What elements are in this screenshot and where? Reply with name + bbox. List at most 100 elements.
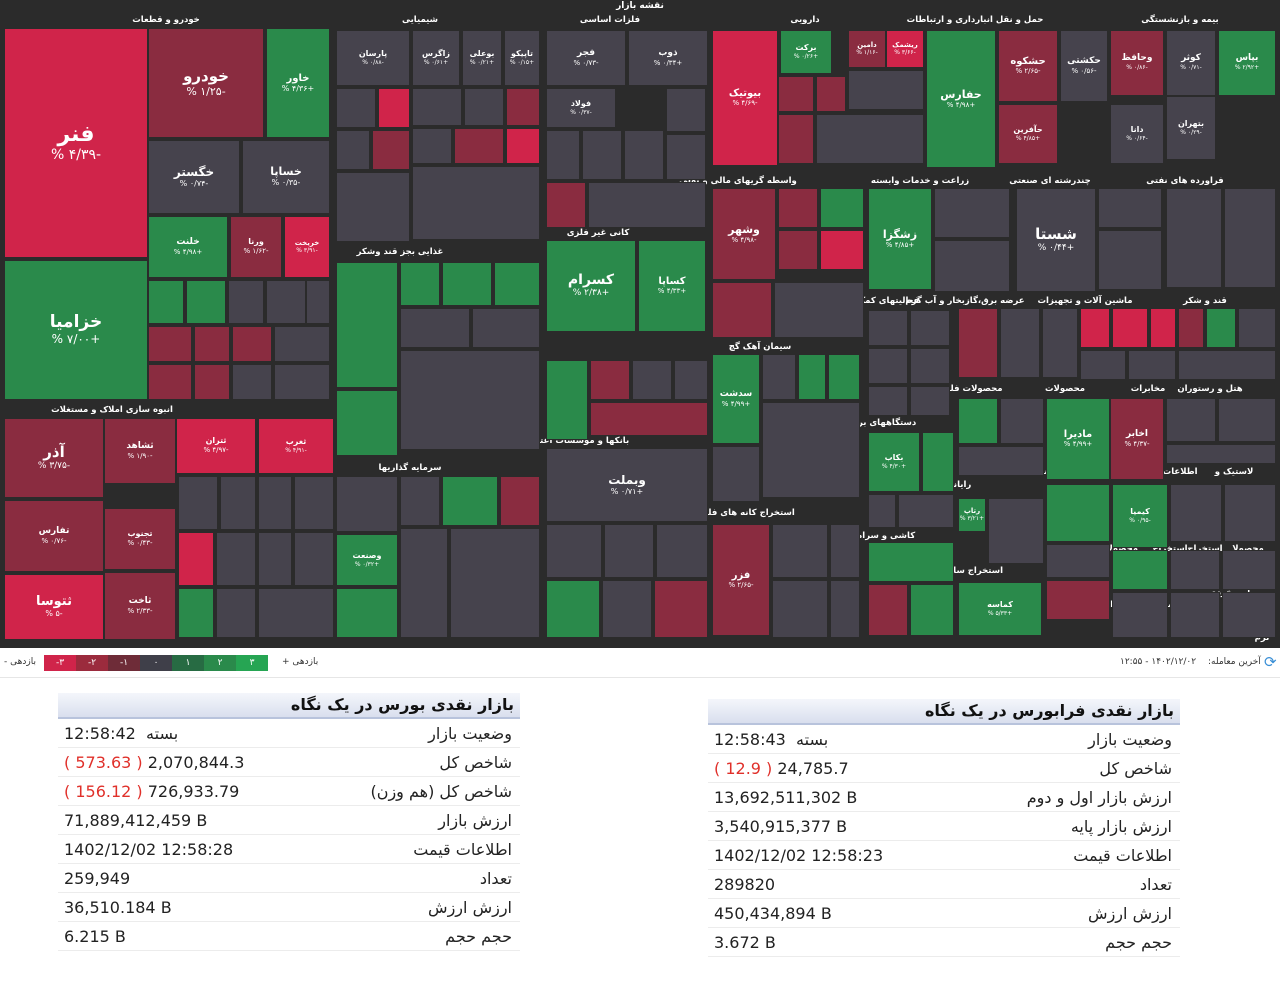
stock-tile[interactable] bbox=[546, 580, 600, 638]
stock-tile[interactable] bbox=[778, 188, 818, 228]
stock-tile[interactable] bbox=[400, 350, 540, 450]
stock-tile[interactable]: بکاب +۴/۳۰ % bbox=[868, 432, 920, 492]
stock-tile[interactable] bbox=[500, 476, 540, 526]
stock-tile[interactable]: بتهران -۰/۲۹ % bbox=[1166, 96, 1216, 160]
stock-tile[interactable] bbox=[848, 70, 924, 110]
stock-tile[interactable]: بپاس +۲/۹۲ % bbox=[1218, 30, 1276, 96]
stock-tile[interactable] bbox=[306, 280, 330, 324]
stock-tile[interactable]: زاگرس +۰/۶۱ % bbox=[412, 30, 460, 86]
stock-tile[interactable]: خساپا -۰/۳۵ % bbox=[242, 140, 330, 214]
stock-tile[interactable] bbox=[666, 134, 706, 180]
stock-tile[interactable]: برکت +۰/۲۶ % bbox=[780, 30, 832, 74]
stock-tile[interactable]: خگستر -۰/۷۴ % bbox=[148, 140, 240, 214]
stock-tile[interactable]: زشگزا +۴/۸۵ % bbox=[868, 188, 932, 290]
stock-tile[interactable] bbox=[1224, 188, 1276, 288]
stock-tile[interactable] bbox=[778, 76, 814, 112]
stock-tile[interactable] bbox=[412, 88, 462, 126]
stock-tile[interactable] bbox=[1218, 398, 1276, 442]
stock-tile[interactable] bbox=[546, 360, 588, 440]
stock-tile[interactable] bbox=[922, 432, 954, 492]
stock-tile[interactable]: ماديرا +۴/۹۹ % bbox=[1046, 398, 1110, 480]
stock-tile[interactable] bbox=[816, 114, 924, 164]
stock-tile[interactable] bbox=[400, 528, 448, 638]
stock-tile[interactable] bbox=[442, 262, 492, 306]
stock-tile[interactable] bbox=[274, 364, 330, 400]
stock-tile[interactable] bbox=[1042, 308, 1078, 378]
stock-tile[interactable] bbox=[666, 88, 706, 132]
stock-tile[interactable] bbox=[1170, 550, 1220, 590]
stock-tile[interactable] bbox=[830, 524, 860, 578]
stock-tile[interactable] bbox=[546, 130, 580, 180]
stock-tile[interactable]: ثتوسا -۵ % bbox=[4, 574, 104, 640]
stock-tile[interactable]: وحافظ -۰/۸۶ % bbox=[1110, 30, 1164, 96]
stock-tile[interactable] bbox=[232, 326, 272, 362]
stock-tile[interactable] bbox=[506, 128, 540, 164]
stock-tile[interactable] bbox=[1098, 230, 1162, 290]
stock-tile[interactable] bbox=[778, 230, 818, 270]
stock-tile[interactable] bbox=[336, 262, 398, 388]
stock-tile[interactable] bbox=[178, 588, 214, 638]
stock-tile[interactable]: فنر -۴/۳۹ % bbox=[4, 28, 148, 258]
stock-tile[interactable] bbox=[762, 354, 796, 400]
stock-tile[interactable] bbox=[774, 282, 864, 338]
stock-tile[interactable] bbox=[178, 476, 218, 530]
stock-tile[interactable] bbox=[868, 584, 908, 636]
stock-tile[interactable]: ورنا -۱/۶۲ % bbox=[230, 216, 282, 278]
stock-tile[interactable]: کوثر -۰/۷۱ % bbox=[1166, 30, 1216, 96]
stock-tile[interactable] bbox=[412, 166, 540, 240]
stock-tile[interactable]: کماسه +۵/۳۳ % bbox=[958, 582, 1042, 636]
stock-tile[interactable] bbox=[816, 76, 846, 112]
stock-tile[interactable] bbox=[1222, 550, 1276, 590]
stock-tile[interactable] bbox=[604, 524, 654, 578]
stock-tile[interactable] bbox=[454, 128, 504, 164]
stock-tile[interactable] bbox=[1166, 444, 1276, 464]
stock-tile[interactable] bbox=[372, 130, 410, 170]
stock-tile[interactable]: آذر -۳/۷۵ % bbox=[4, 418, 104, 498]
stock-tile[interactable] bbox=[1178, 308, 1204, 348]
stock-tile[interactable]: خاور +۴/۳۶ % bbox=[266, 28, 330, 138]
stock-tile[interactable] bbox=[1150, 308, 1176, 348]
stock-tile[interactable]: تجنوب -۰/۴۳ % bbox=[104, 508, 176, 570]
stock-tile[interactable]: وصنعت +۰/۳۲ % bbox=[336, 534, 398, 586]
stock-tile[interactable]: خریخت -۳/۹۱ % bbox=[284, 216, 330, 278]
stock-tile[interactable] bbox=[1000, 398, 1044, 444]
stock-tile[interactable] bbox=[186, 280, 226, 324]
stock-tile[interactable] bbox=[674, 360, 708, 400]
stock-tile[interactable]: حکشتی -۰/۵۶ % bbox=[1060, 30, 1108, 102]
stock-tile[interactable]: حفارس +۴/۹۸ % bbox=[926, 30, 996, 168]
stock-tile[interactable] bbox=[772, 580, 828, 638]
stock-tile[interactable] bbox=[442, 476, 498, 526]
stock-tile[interactable] bbox=[336, 88, 376, 128]
stock-tile[interactable] bbox=[934, 188, 1010, 238]
stock-tile[interactable]: وبملت +۰/۷۱ % bbox=[546, 448, 708, 522]
stock-tile[interactable] bbox=[1080, 308, 1110, 348]
stock-tile[interactable] bbox=[220, 476, 256, 530]
stock-tile[interactable] bbox=[336, 172, 410, 242]
stock-tile[interactable] bbox=[1206, 308, 1236, 348]
stock-tile[interactable] bbox=[1166, 188, 1222, 288]
stock-tile[interactable] bbox=[820, 230, 864, 270]
stock-tile[interactable] bbox=[958, 308, 998, 378]
stock-tile[interactable] bbox=[910, 348, 950, 384]
stock-tile[interactable] bbox=[1128, 350, 1176, 380]
stock-tile[interactable]: حشکوه -۲/۶۵ % bbox=[998, 30, 1058, 102]
stock-tile[interactable]: بوعلی +۰/۲۱ % bbox=[462, 30, 502, 86]
stock-tile[interactable] bbox=[820, 188, 864, 228]
stock-tile[interactable]: ذوب +۰/۳۴ % bbox=[628, 30, 708, 86]
stock-tile[interactable]: فجر -۰/۷۳ % bbox=[546, 30, 626, 86]
stock-tile[interactable] bbox=[1046, 580, 1110, 620]
stock-tile[interactable] bbox=[868, 310, 908, 346]
stock-tile[interactable] bbox=[294, 476, 334, 530]
stock-tile[interactable] bbox=[1112, 550, 1168, 590]
stock-tile[interactable]: سدشت +۴/۹۹ % bbox=[712, 354, 760, 444]
stock-tile[interactable] bbox=[546, 182, 586, 228]
stock-tile[interactable] bbox=[1098, 188, 1162, 228]
stock-tile[interactable] bbox=[588, 182, 706, 228]
stock-tile[interactable] bbox=[148, 280, 184, 324]
stock-tile[interactable] bbox=[582, 130, 622, 180]
stock-tile[interactable]: شستا +۰/۴۴ % bbox=[1016, 188, 1096, 292]
stock-tile[interactable]: ثتران -۴/۹۷ % bbox=[176, 418, 256, 474]
stock-tile[interactable] bbox=[194, 326, 230, 362]
stock-tile[interactable] bbox=[1112, 592, 1168, 638]
stock-tile[interactable] bbox=[1046, 484, 1110, 542]
